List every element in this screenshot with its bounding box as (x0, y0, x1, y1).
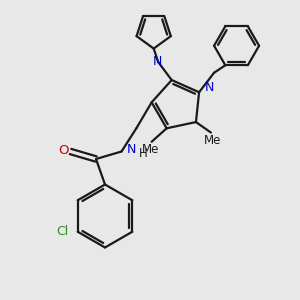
Text: Me: Me (141, 143, 159, 156)
Text: H: H (139, 147, 148, 161)
Text: O: O (59, 144, 69, 158)
Text: N: N (127, 142, 136, 156)
Text: Cl: Cl (56, 225, 68, 238)
Text: N: N (205, 81, 214, 94)
Text: Me: Me (204, 134, 221, 148)
Text: N: N (153, 55, 162, 68)
